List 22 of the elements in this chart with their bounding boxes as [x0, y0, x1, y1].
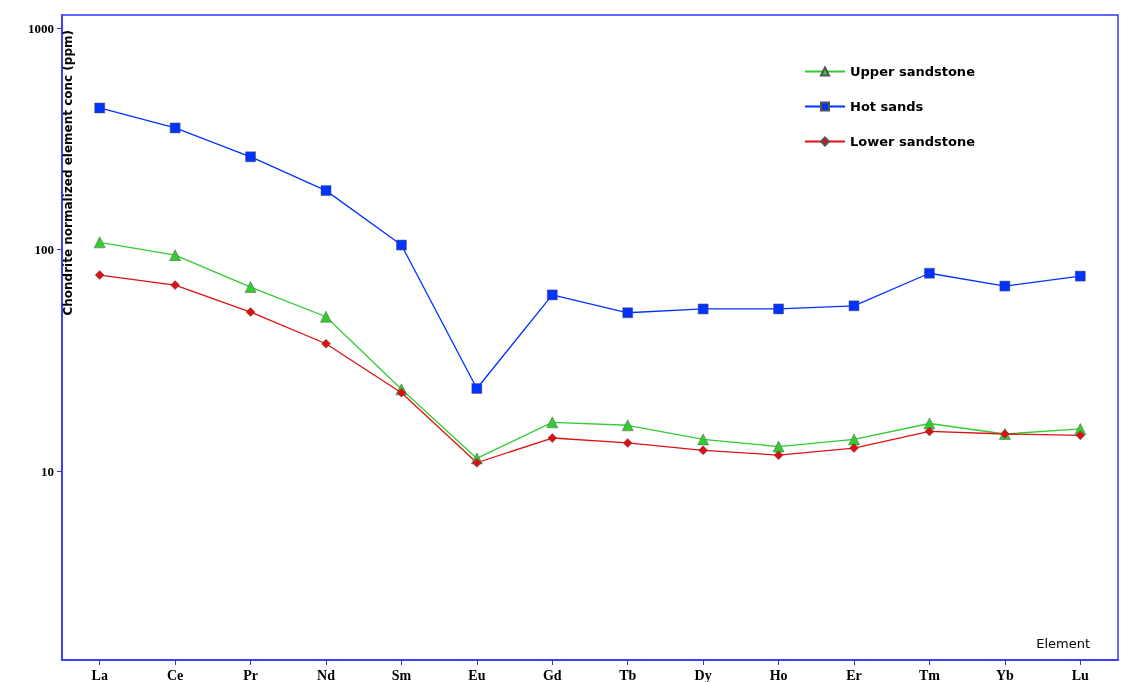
x-tick-label: Sm — [391, 667, 412, 682]
x-tick-label: Gd — [542, 667, 562, 682]
x-tick-label: Eu — [468, 667, 486, 682]
x-tick-label: Er — [846, 667, 862, 682]
y-tick-label: 1000 — [28, 20, 54, 36]
x-tick-label: Lu — [1071, 667, 1090, 682]
x-tick-label: Tb — [619, 667, 637, 682]
y-axis-title: Chondrite normalized element conc (ppm) — [61, 29, 75, 316]
x-tick-label: Ho — [769, 667, 788, 682]
y-tick-label: 10 — [41, 463, 54, 479]
legend-label: Upper sandstone — [850, 64, 976, 79]
x-tick-label: Nd — [317, 667, 336, 682]
x-tick-label: La — [91, 667, 108, 682]
x-axis-title: Element — [1036, 636, 1091, 651]
legend-label: Lower sandstone — [850, 134, 976, 149]
legend-label: Hot sands — [850, 99, 924, 114]
x-tick-label: Yb — [995, 667, 1015, 682]
y-tick-label: 100 — [34, 242, 54, 258]
x-tick-label: Ce — [166, 667, 184, 682]
x-tick-label: Pr — [243, 667, 258, 682]
x-tick-label: Dy — [694, 667, 712, 682]
x-tick-label: Tm — [918, 667, 941, 682]
